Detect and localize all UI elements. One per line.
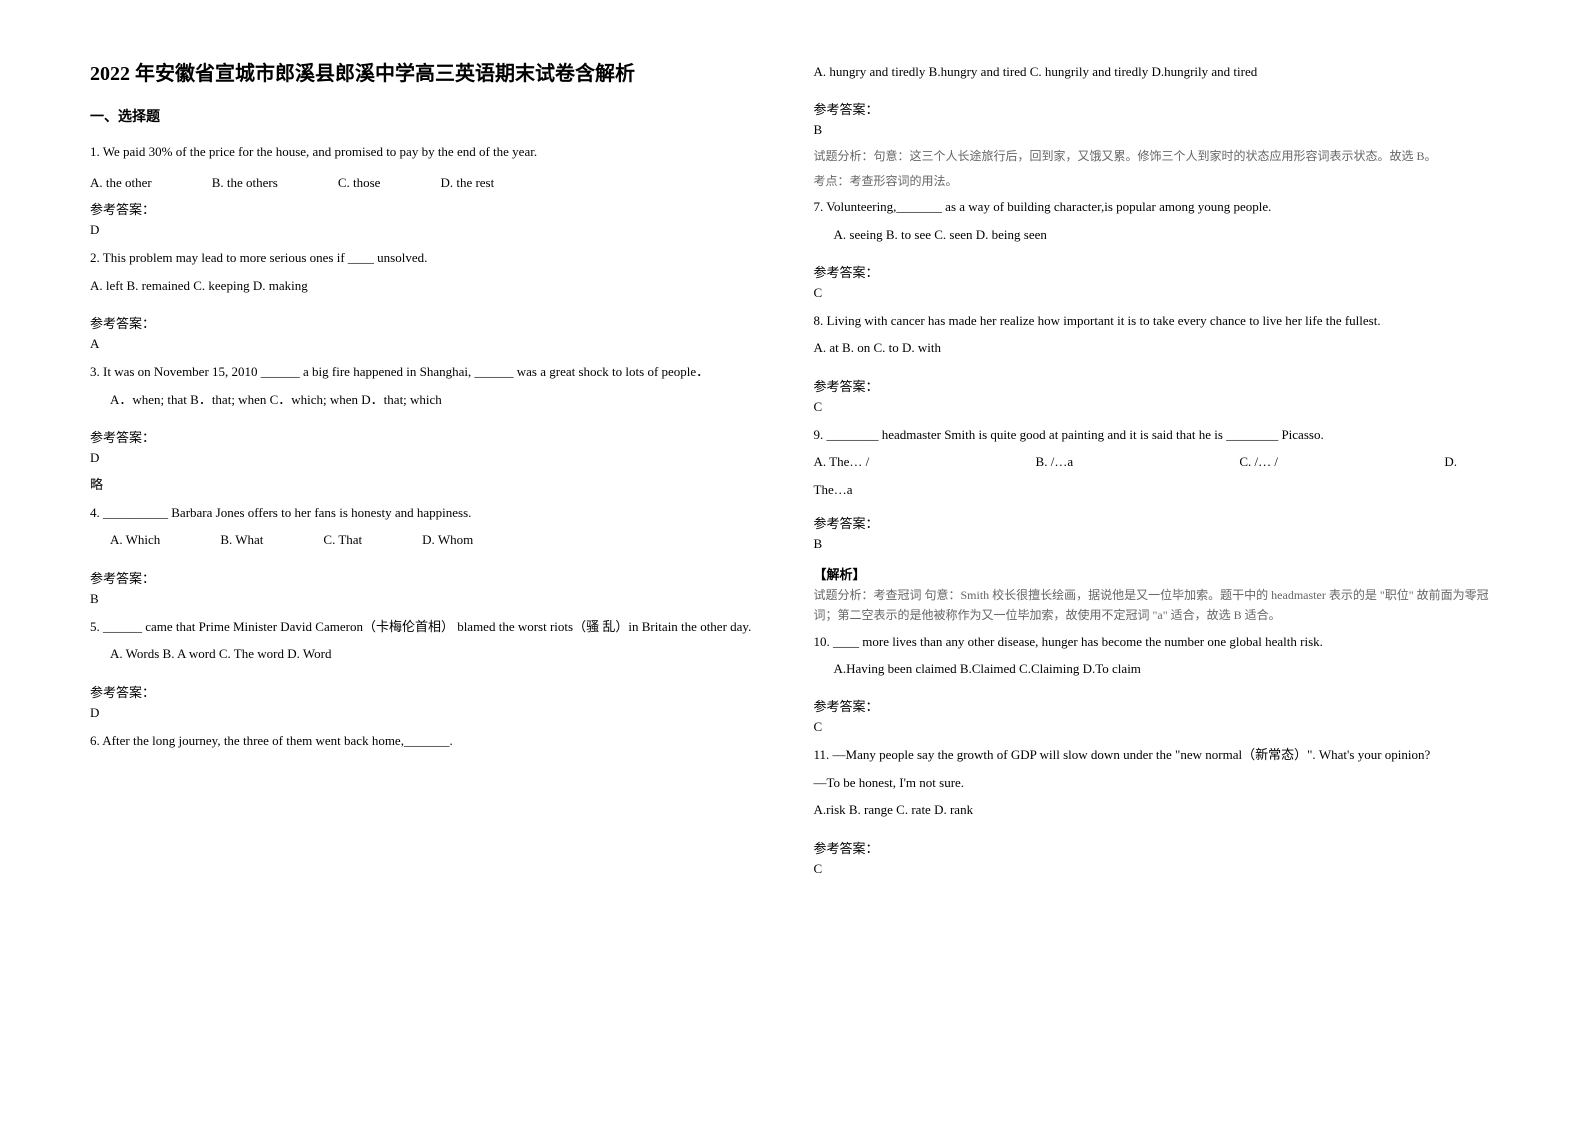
option-c: C. That [323,528,362,551]
answer: C [814,285,1498,301]
question-4: 4. __________ Barbara Jones offers to he… [90,501,774,556]
question-text: 3. It was on November 15, 2010 ______ a … [90,360,774,383]
answer: C [814,861,1498,877]
answer: C [814,719,1498,735]
answer-label: 参考答案： [814,376,1498,395]
note: 略 [90,474,774,493]
explanation-header: 【解析】 [814,564,1498,583]
answer: B [814,122,1498,138]
question-11: 11. —Many people say the growth of GDP w… [814,743,1498,825]
question-text: 1. We paid 30% of the price for the hous… [90,140,774,163]
answer: D [90,450,774,466]
question-11-options: A.risk B. range C. rate D. rank [814,798,1498,821]
options: A. hungry and tiredly B.hungry and tired… [814,60,1498,83]
question-3-options: A．when; that B．that; when C．which; when … [90,388,774,411]
question-8-options: A. at B. on C. to D. with [814,336,1498,359]
option-d-cont: The…a [814,478,1498,501]
question-9-options: A. The… / B. /…a C. /… / D. [814,450,1498,473]
question-10-options: A.Having been claimed B.Claimed C.Claimi… [814,657,1498,680]
question-text-1: 11. —Many people say the growth of GDP w… [814,743,1498,766]
answer-label: 参考答案： [814,262,1498,281]
option-d: D. the rest [440,175,494,191]
option-a: A. the other [90,175,152,191]
answer: A [90,336,774,352]
question-1: 1. We paid 30% of the price for the hous… [90,140,774,167]
explanation: 考点：考查形容词的用法。 [814,171,1498,191]
question-3: 3. It was on November 15, 2010 ______ a … [90,360,774,415]
option-d: D. [1444,450,1457,473]
answer: C [814,399,1498,415]
explanation: 试题分析：句意：这三个人长途旅行后，回到家，又饿又累。修饰三个人到家时的状态应用… [814,146,1498,166]
option-b: B. What [220,528,263,551]
page-title: 2022 年安徽省宣城市郎溪县郎溪中学高三英语期末试卷含解析 [90,60,774,88]
question-4-options: A. Which B. What C. That D. Whom [90,528,774,551]
question-7: 7. Volunteering,_______ as a way of buil… [814,195,1498,250]
option-a: A. Which [110,528,160,551]
option-b: B. /…a [1036,450,1074,473]
question-6-options: A. hungry and tiredly B.hungry and tired… [814,60,1498,87]
question-text: 5. ______ came that Prime Minister David… [90,615,774,638]
answer-label: 参考答案： [814,99,1498,118]
question-10: 10. ____ more lives than any other disea… [814,630,1498,685]
question-text: 8. Living with cancer has made her reali… [814,309,1498,332]
question-text: 4. __________ Barbara Jones offers to he… [90,501,774,524]
question-text: 10. ____ more lives than any other disea… [814,630,1498,653]
option-b: B. the others [212,175,278,191]
question-text: 2. This problem may lead to more serious… [90,246,774,269]
answer-label: 参考答案： [90,313,774,332]
answer-label: 参考答案： [814,696,1498,715]
question-2-options: A. left B. remained C. keeping D. making [90,274,774,297]
answer-label: 参考答案： [90,427,774,446]
answer-label: 参考答案： [814,513,1498,532]
section-header: 一、选择题 [90,106,774,126]
answer-label: 参考答案： [814,838,1498,857]
question-text: 7. Volunteering,_______ as a way of buil… [814,195,1498,218]
question-2: 2. This problem may lead to more serious… [90,246,774,301]
answer-label: 参考答案： [90,568,774,587]
question-5-options: A. Words B. A word C. The word D. Word [90,642,774,665]
answer-label: 参考答案： [90,199,774,218]
left-column: 2022 年安徽省宣城市郎溪县郎溪中学高三英语期末试卷含解析 一、选择题 1. … [90,60,774,1062]
question-7-options: A. seeing B. to see C. seen D. being see… [814,223,1498,246]
question-5: 5. ______ came that Prime Minister David… [90,615,774,670]
option-d: D. Whom [422,528,473,551]
question-6: 6. After the long journey, the three of … [90,729,774,756]
option-c: C. those [338,175,381,191]
question-text: 6. After the long journey, the three of … [90,729,774,752]
question-text: 9. ________ headmaster Smith is quite go… [814,423,1498,446]
question-8: 8. Living with cancer has made her reali… [814,309,1498,364]
answer: D [90,222,774,238]
question-1-options: A. the other B. the others C. those D. t… [90,175,774,191]
question-9: 9. ________ headmaster Smith is quite go… [814,423,1498,501]
option-c: C. /… / [1239,450,1278,473]
right-column: A. hungry and tiredly B.hungry and tired… [814,60,1498,1062]
question-text-2: —To be honest, I'm not sure. [814,771,1498,794]
answer: B [90,591,774,607]
explanation: 试题分析：考查冠词 句意：Smith 校长很擅长绘画，据说他是又一位毕加索。题干… [814,585,1498,626]
answer-label: 参考答案： [90,682,774,701]
option-a: A. The… / [814,450,870,473]
answer: B [814,536,1498,552]
answer: D [90,705,774,721]
